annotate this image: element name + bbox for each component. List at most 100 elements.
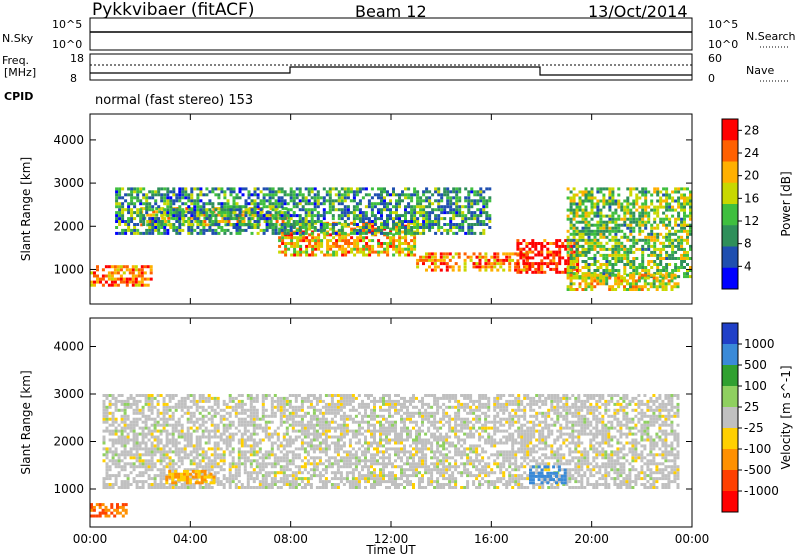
power-cell [482, 199, 486, 203]
power-cell [301, 199, 305, 203]
power-cell [140, 265, 144, 269]
velocity-cell [138, 456, 142, 460]
velocity-cell [162, 459, 166, 463]
velocity-cell [165, 462, 169, 466]
power-cell [440, 193, 444, 197]
power-cell [602, 253, 606, 257]
power-cell [549, 267, 553, 271]
velocity-cell [285, 468, 289, 472]
power-cell [569, 272, 573, 276]
velocity-cell [252, 399, 256, 403]
velocity-cell [327, 411, 331, 415]
power-cell [131, 283, 135, 287]
power-cell [181, 228, 185, 232]
velocity-cell [186, 429, 190, 433]
power-cell [196, 211, 200, 215]
power-cell [614, 279, 618, 283]
power-cell [281, 207, 285, 211]
power-cell [341, 250, 345, 254]
power-cell [340, 226, 344, 229]
power-cell [304, 226, 308, 229]
velocity-cell [228, 480, 232, 484]
velocity-cell [333, 411, 337, 415]
power-cell [584, 266, 588, 269]
velocity-cell [264, 420, 268, 424]
velocity-cell [201, 396, 205, 400]
velocity-cell [177, 486, 181, 489]
power-cell [581, 279, 585, 283]
velocity-cell [258, 450, 262, 454]
power-cell [251, 213, 255, 217]
power-cell [190, 208, 194, 212]
velocity-cell [189, 426, 193, 430]
power-cell [307, 220, 311, 223]
power-cell [677, 229, 681, 233]
power-cell [389, 214, 392, 218]
velocity-cell [303, 462, 307, 466]
power-cell [232, 199, 236, 203]
power-cell [581, 211, 585, 215]
velocity-cell [261, 411, 265, 415]
velocity-cell [123, 444, 127, 448]
power-cell [169, 196, 173, 200]
power-cell [149, 213, 153, 217]
power-cell [671, 226, 675, 230]
power-cell [124, 220, 128, 223]
power-cell [208, 214, 212, 218]
power-cell [148, 217, 152, 221]
power-cell [572, 226, 576, 230]
power-cell [118, 214, 122, 218]
velocity-cell [270, 411, 274, 415]
power-cell [479, 208, 483, 212]
power-cell [680, 187, 684, 191]
velocity-cell [273, 474, 277, 478]
velocity-cell [321, 411, 325, 415]
velocity-cell [285, 480, 289, 484]
velocity-cell [234, 471, 238, 475]
power-cell [430, 268, 434, 272]
velocity-cell [231, 462, 235, 466]
velocity-cell [228, 462, 232, 466]
power-cell [325, 193, 329, 197]
velocity-cell [312, 435, 316, 439]
power-cell [289, 217, 293, 221]
velocity-cell [282, 483, 286, 486]
power-cell [467, 228, 471, 232]
velocity-cell [339, 402, 343, 406]
power-cell [587, 211, 591, 215]
velocity-cell [285, 429, 289, 433]
velocity-cell [210, 408, 214, 412]
power-cell [307, 214, 311, 218]
power-cell [262, 205, 266, 209]
power-cell [581, 214, 585, 218]
power-cell [140, 280, 144, 284]
power-cell [671, 253, 675, 257]
power-cell [133, 205, 137, 209]
power-cell [641, 202, 645, 206]
power-cell [139, 217, 143, 221]
power-cell [623, 285, 626, 289]
power-cell [326, 250, 330, 254]
power-cell [686, 250, 689, 254]
power-cell [262, 217, 266, 221]
velocity-cell [156, 402, 160, 406]
velocity-cell [318, 435, 322, 439]
velocity-cell [252, 471, 256, 475]
power-cell [337, 214, 341, 218]
power-cell [419, 211, 423, 215]
velocity-cell [147, 408, 151, 412]
power-cell [301, 220, 305, 223]
velocity-cell [306, 420, 310, 424]
power-cell [637, 276, 641, 280]
power-cell [122, 277, 126, 281]
power-cell [611, 217, 615, 221]
power-cell [596, 269, 600, 272]
power-cell [118, 208, 122, 212]
velocity-cell [219, 414, 223, 418]
power-cell [552, 256, 556, 260]
velocity-cell [249, 402, 253, 406]
velocity-cell [105, 396, 109, 400]
power-cell [202, 193, 206, 197]
power-cell [677, 269, 681, 272]
power-cell [389, 231, 392, 235]
